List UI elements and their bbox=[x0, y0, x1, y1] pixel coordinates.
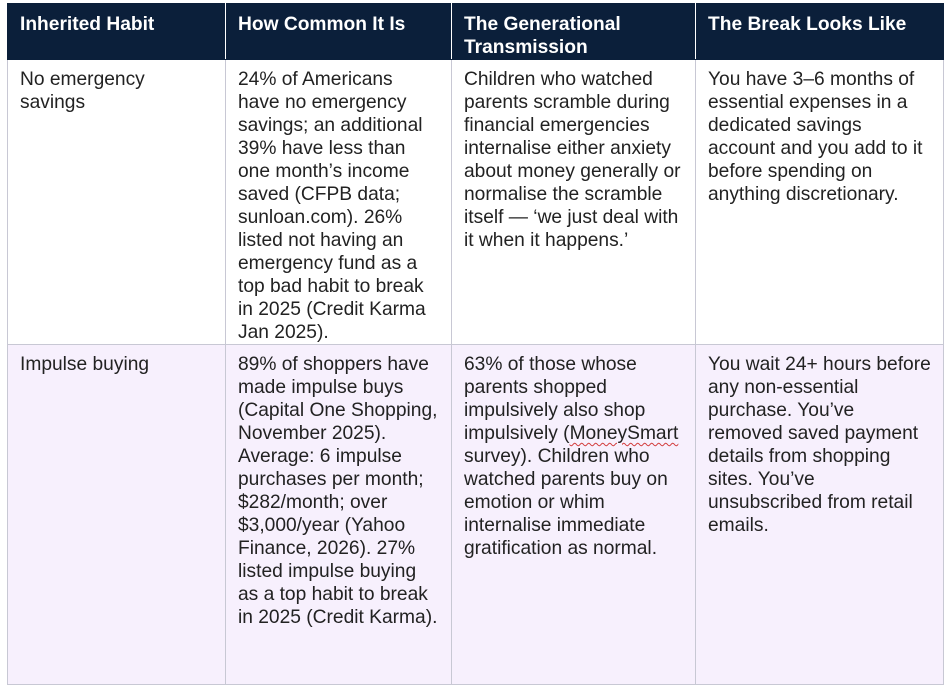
header-row: Inherited Habit How Common It Is The Gen… bbox=[7, 3, 944, 60]
cell-transmission[interactable]: Children who watched parents scramble du… bbox=[451, 59, 696, 345]
cell-habit[interactable]: Impulse buying bbox=[7, 344, 226, 685]
cell-break[interactable]: You wait 24+ hours before any non-essent… bbox=[695, 344, 944, 685]
cell-transmission[interactable]: 63% of those whose parents shopped impul… bbox=[451, 344, 696, 685]
transmission-text-end: survey). Children who watched parents bu… bbox=[464, 446, 668, 559]
cell-break[interactable]: You have 3–6 months of essential expense… bbox=[695, 59, 944, 345]
table-row: Impulse buying 89% of shoppers have made… bbox=[7, 344, 944, 685]
habits-table: Inherited Habit How Common It Is The Gen… bbox=[7, 3, 944, 685]
table-row: No emergency savings 24% of Americans ha… bbox=[7, 59, 944, 345]
cell-habit[interactable]: No emergency savings bbox=[7, 59, 226, 345]
header-break-looks-like: The Break Looks Like bbox=[695, 3, 944, 60]
header-inherited-habit: Inherited Habit bbox=[7, 3, 226, 60]
header-how-common: How Common It Is bbox=[225, 3, 452, 60]
transmission-text-start: 63% of those whose parents shopped impul… bbox=[464, 354, 646, 444]
header-generational-transmission: The Generational Transmission bbox=[451, 3, 696, 60]
cell-how-common[interactable]: 89% of shoppers have made impulse buys (… bbox=[225, 344, 452, 685]
cell-how-common[interactable]: 24% of Americans have no emergency savin… bbox=[225, 59, 452, 345]
spellcheck-flagged-word[interactable]: MoneySmart bbox=[569, 423, 679, 444]
